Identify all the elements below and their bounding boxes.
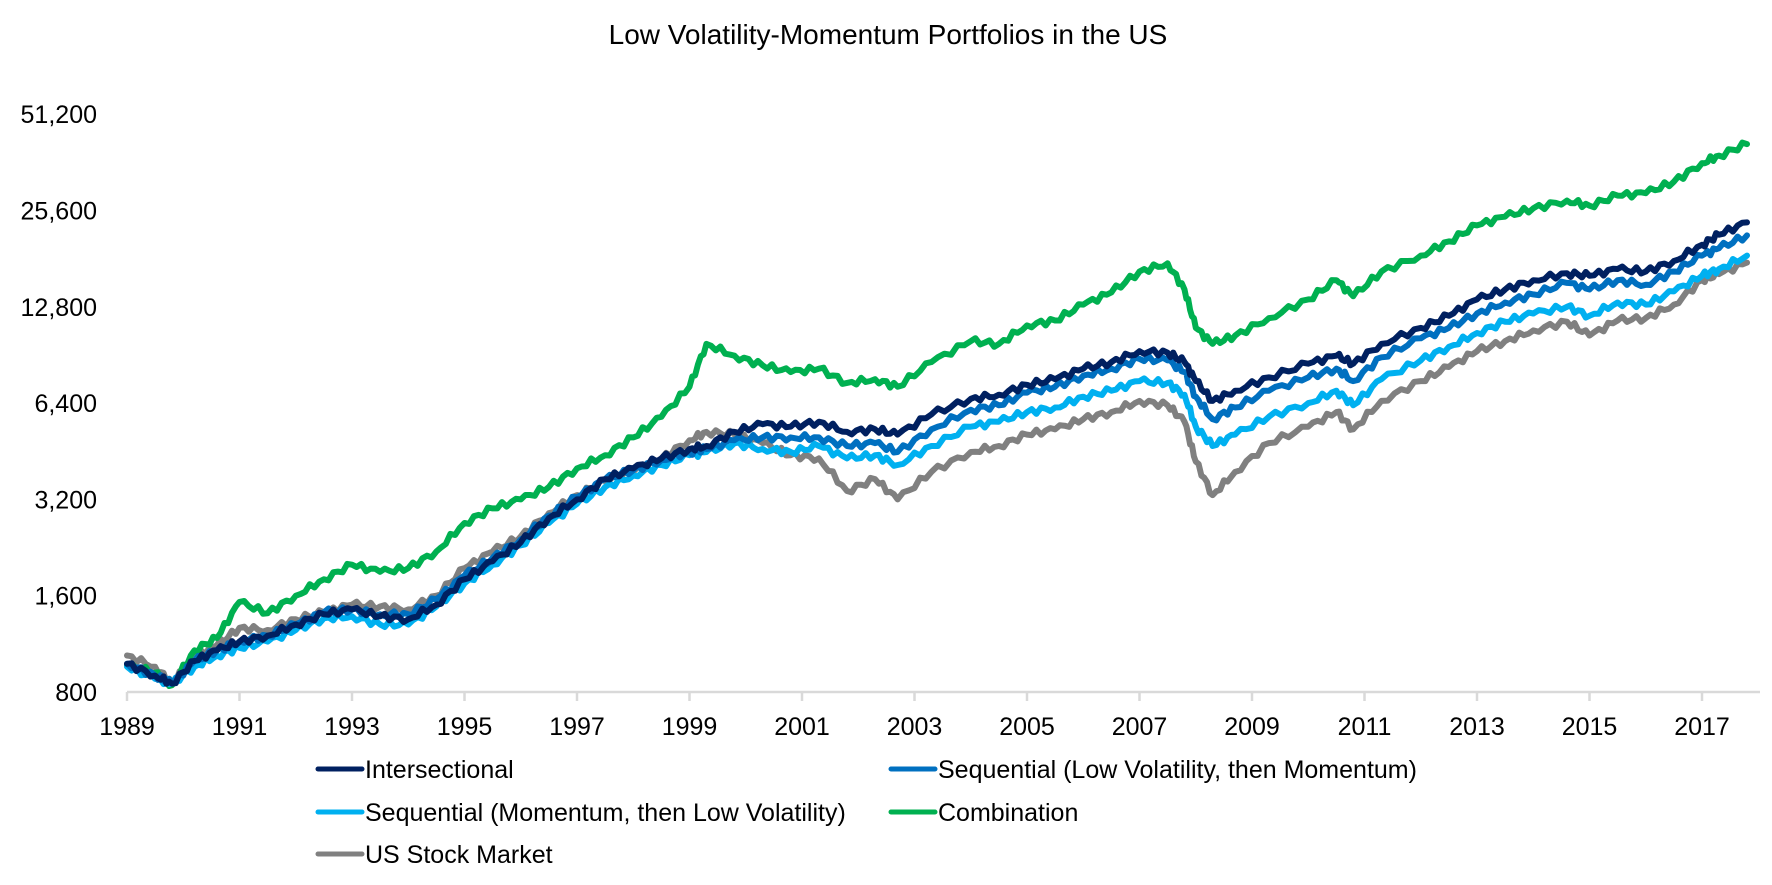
series-line-intersectional <box>124 219 1750 687</box>
legend-item: Sequential (Low Volatility, then Momentu… <box>888 756 1417 784</box>
legend-item: Sequential (Momentum, then Low Volatilit… <box>315 799 846 827</box>
legend-label: Sequential (Low Volatility, then Momentu… <box>938 756 1417 784</box>
x-tick-label: 2009 <box>1224 713 1280 741</box>
legend-label: Intersectional <box>365 756 514 784</box>
x-axis: 1989 1991 1993 1995 1997 1999 2001 2003 2005 2007… <box>99 690 1760 741</box>
legend-item: Combination <box>888 799 1078 827</box>
x-tick-label: 2017 <box>1674 713 1730 741</box>
y-tick-label: 51,200 <box>21 101 97 129</box>
y-tick-label: 3,200 <box>34 486 97 514</box>
y-axis: 800 1,600 3,200 6,400 12,800 25,600 51,200 <box>21 101 97 707</box>
legend-label: US Stock Market <box>365 841 553 869</box>
x-tick-label: 1997 <box>549 713 605 741</box>
legend: Intersectional Sequential (Low Volatility… <box>315 756 1417 869</box>
y-tick-label: 1,600 <box>34 583 97 611</box>
y-tick-label: 800 <box>55 679 97 707</box>
x-tick-label: 1989 <box>99 713 155 741</box>
y-tick-label: 6,400 <box>34 390 97 418</box>
x-tick-label: 2015 <box>1562 713 1618 741</box>
x-tick-label: 1991 <box>212 713 268 741</box>
x-tick-label: 2011 <box>1338 713 1392 741</box>
y-tick-label: 12,800 <box>21 294 97 322</box>
y-tick-label: 25,600 <box>21 198 97 226</box>
x-tick-label: 1995 <box>437 713 493 741</box>
x-tick-label: 2003 <box>887 713 943 741</box>
series-line-combination <box>124 139 1750 689</box>
plot-area <box>124 139 1750 689</box>
chart-title: Low Volatility-Momentum Portfolios in th… <box>609 19 1168 50</box>
x-tick-label: 2001 <box>774 713 830 741</box>
legend-item: Intersectional <box>315 756 514 784</box>
legend-item: US Stock Market <box>315 841 553 869</box>
x-tick-label: 1993 <box>324 713 380 741</box>
series-line-us-stock-market <box>124 259 1750 687</box>
series-line-sequential-momentum-then-low-volatility <box>124 252 1750 688</box>
x-tick-label: 2013 <box>1449 713 1505 741</box>
x-tick-label: 1999 <box>662 713 718 741</box>
x-tick-label: 2007 <box>1112 713 1168 741</box>
legend-label: Combination <box>938 799 1078 827</box>
x-tick-label: 2005 <box>999 713 1055 741</box>
series-line-sequential-low-volatility-then-momentum <box>124 232 1750 687</box>
legend-label: Sequential (Momentum, then Low Volatilit… <box>365 799 846 827</box>
